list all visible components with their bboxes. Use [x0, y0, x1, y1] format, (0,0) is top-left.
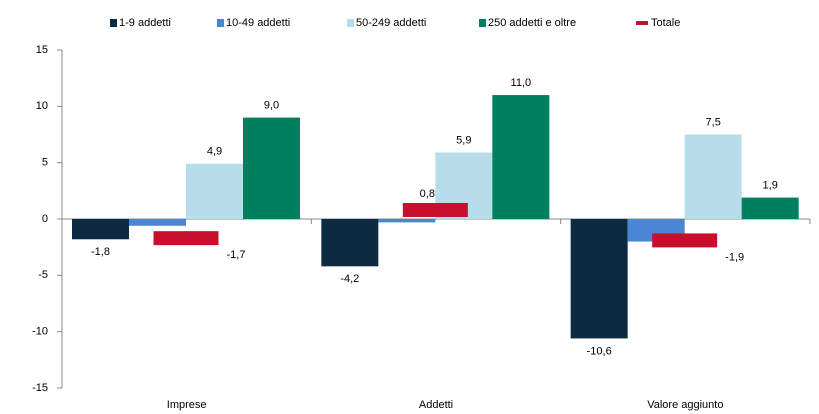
bar	[321, 219, 379, 267]
total-marker	[153, 231, 219, 246]
legend-swatch	[479, 19, 486, 27]
y-tick-label: -10	[32, 326, 48, 338]
bar	[243, 117, 300, 219]
legend-label: 1-9 addetti	[119, 17, 171, 29]
bar	[741, 197, 799, 219]
data-label: -1,8	[91, 246, 110, 258]
legend-label: 50-249 addetti	[356, 17, 426, 29]
data-label: 9,0	[264, 100, 279, 112]
data-label: 4,9	[207, 146, 222, 158]
data-label: 11,0	[511, 77, 532, 89]
legend-swatch	[347, 19, 354, 27]
data-label: -1,9	[725, 251, 744, 263]
legend-swatch	[636, 21, 648, 25]
bar	[186, 163, 243, 219]
legend-label: 250 addetti e oltre	[488, 17, 576, 29]
total-marker	[402, 202, 468, 217]
bar	[684, 134, 742, 219]
data-label: -10,6	[587, 345, 612, 357]
legend-label: Totale	[651, 17, 680, 29]
legend-swatch	[110, 19, 117, 27]
legend-label: 10-49 addetti	[226, 17, 290, 29]
data-label: 1,9	[763, 179, 778, 191]
bar	[492, 95, 550, 219]
x-tick-label: Addetti	[419, 399, 453, 411]
total-marker	[652, 233, 718, 248]
x-tick-label: Valore aggiunto	[647, 399, 723, 411]
bar	[129, 219, 186, 226]
y-tick-label: 10	[36, 100, 48, 112]
y-tick-label: 0	[42, 213, 48, 225]
bar	[72, 219, 129, 240]
y-tick-label: -5	[38, 269, 48, 281]
legend-swatch	[217, 19, 224, 27]
data-label: -1,7	[227, 249, 246, 261]
bar	[570, 219, 628, 339]
x-tick-label: Imprese	[167, 399, 207, 411]
data-label: 5,9	[456, 134, 471, 146]
y-tick-label: -15	[32, 382, 48, 394]
bar	[378, 219, 436, 223]
data-label: -4,2	[340, 273, 359, 285]
y-tick-label: 15	[36, 44, 48, 56]
data-label: 7,5	[706, 116, 721, 128]
data-label: 0,8	[420, 188, 435, 200]
y-tick-label: 5	[42, 157, 48, 169]
